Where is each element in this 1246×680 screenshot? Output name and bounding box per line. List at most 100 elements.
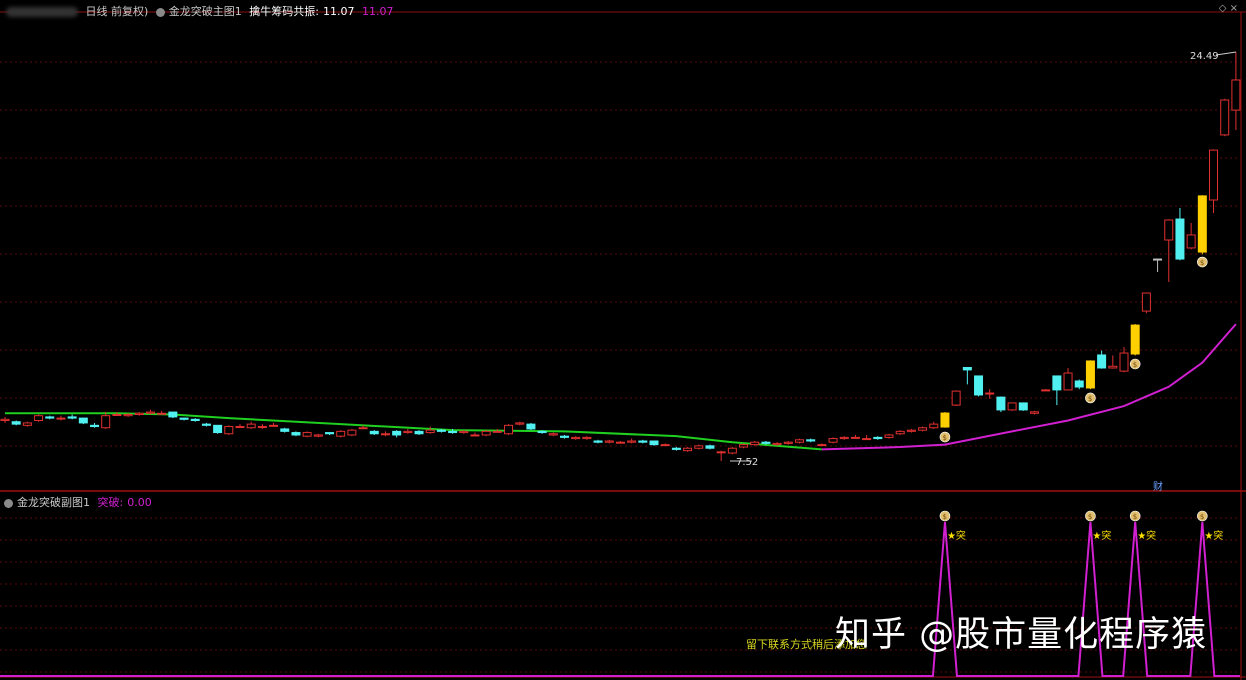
candle-body bbox=[291, 432, 301, 436]
candle bbox=[850, 434, 860, 439]
candle-body bbox=[1108, 365, 1118, 369]
indicator-value-2: 11.07 bbox=[362, 5, 394, 18]
candle-body bbox=[392, 430, 402, 436]
money-bag-icon: $ bbox=[1197, 256, 1208, 268]
candle-body bbox=[22, 422, 32, 426]
candle bbox=[1018, 402, 1028, 411]
candle-body bbox=[11, 421, 21, 425]
candle bbox=[862, 434, 872, 441]
candle-body bbox=[895, 430, 905, 435]
money-bag-icon: $ bbox=[1129, 510, 1141, 522]
candle bbox=[694, 444, 704, 450]
candle bbox=[313, 433, 323, 438]
candle bbox=[649, 440, 659, 446]
candle-body bbox=[862, 438, 872, 441]
sub-chart-signal-line: ★突 ★突 ★突 ★突 bbox=[0, 521, 1240, 677]
money-bag-glyph: $ bbox=[942, 513, 946, 521]
candle-body bbox=[67, 416, 77, 419]
candle-body bbox=[671, 447, 681, 450]
candle-body bbox=[582, 436, 592, 440]
candle bbox=[794, 438, 804, 444]
indicator-label: 擒牛筹码共振: bbox=[249, 5, 320, 18]
candle-body bbox=[515, 422, 525, 425]
indicator-value: 11.07 bbox=[323, 5, 355, 18]
signal-markers: $ $ $ $ $ $ $ $ bbox=[730, 51, 1237, 522]
money-bag-body bbox=[1085, 392, 1096, 404]
candle-body bbox=[996, 396, 1006, 411]
candle-body bbox=[1063, 372, 1073, 391]
indicator-toggle-icon[interactable] bbox=[4, 498, 13, 508]
close-icon[interactable]: × bbox=[1229, 3, 1238, 14]
candle bbox=[1063, 367, 1073, 391]
candle bbox=[1074, 379, 1084, 390]
candle-body bbox=[548, 433, 558, 436]
candle bbox=[45, 415, 55, 420]
candle-body bbox=[1018, 402, 1028, 411]
candle bbox=[190, 418, 200, 422]
candle-body bbox=[537, 430, 547, 434]
candle bbox=[671, 447, 681, 451]
candle-body bbox=[906, 429, 916, 432]
candle-body bbox=[246, 423, 256, 429]
signal-label: ★突 bbox=[947, 529, 966, 542]
candle-body bbox=[213, 424, 223, 434]
candle-body bbox=[1164, 219, 1174, 241]
candle bbox=[302, 431, 312, 438]
candle bbox=[683, 447, 693, 452]
candle bbox=[269, 422, 279, 427]
candle-body bbox=[1130, 324, 1140, 355]
candle-body bbox=[269, 424, 279, 427]
money-bag-body bbox=[1129, 510, 1141, 522]
candle bbox=[481, 430, 491, 437]
candle-body bbox=[1153, 258, 1163, 261]
candle bbox=[291, 431, 301, 437]
finance-marker[interactable]: 财 bbox=[1153, 480, 1163, 493]
money-bag-body bbox=[1197, 256, 1208, 268]
candle-body bbox=[817, 444, 827, 447]
candle-body bbox=[1209, 149, 1219, 201]
candle bbox=[492, 428, 502, 433]
candle-body bbox=[683, 447, 693, 452]
candle bbox=[201, 422, 211, 427]
sub-indicator-label: 突破: bbox=[97, 496, 124, 509]
candle-body bbox=[157, 412, 167, 415]
candle-body bbox=[325, 432, 335, 435]
candle bbox=[660, 443, 670, 447]
candle bbox=[1108, 355, 1118, 369]
candle-body bbox=[727, 447, 737, 454]
candle-body bbox=[638, 440, 648, 443]
candle-body bbox=[201, 423, 211, 426]
candle-body bbox=[627, 440, 637, 443]
window-controls: ◇ × bbox=[1219, 3, 1238, 14]
candle bbox=[101, 412, 111, 429]
candle-body bbox=[1197, 195, 1207, 253]
candle-body bbox=[1119, 352, 1129, 372]
candle bbox=[873, 436, 883, 440]
candle bbox=[414, 430, 424, 435]
candle bbox=[34, 414, 44, 422]
candle bbox=[705, 444, 715, 450]
indicator-toggle-icon[interactable] bbox=[155, 7, 165, 17]
candle-body bbox=[380, 433, 390, 436]
candle bbox=[280, 427, 290, 433]
candle-body bbox=[347, 429, 357, 436]
candle-body bbox=[839, 436, 849, 440]
candle-body bbox=[101, 415, 111, 429]
candle bbox=[1097, 350, 1107, 369]
candle bbox=[996, 396, 1006, 413]
indicator-name[interactable]: 金龙突破主图1 bbox=[168, 5, 242, 18]
diamond-icon[interactable]: ◇ bbox=[1218, 3, 1227, 14]
signal-label: ★突 bbox=[1137, 529, 1156, 542]
candle-body bbox=[850, 436, 860, 439]
candle bbox=[403, 428, 413, 434]
candle bbox=[1052, 375, 1062, 406]
candle-body bbox=[918, 427, 928, 431]
sub-indicator-name[interactable]: 金龙突破副图1 bbox=[17, 496, 90, 509]
watermark: 知乎 @股市量化程序猿 bbox=[835, 615, 1208, 655]
candle bbox=[392, 430, 402, 438]
candle-body bbox=[1029, 411, 1039, 414]
money-bag-glyph: $ bbox=[1088, 513, 1092, 521]
candle-body bbox=[78, 417, 88, 424]
candle bbox=[1197, 195, 1207, 255]
